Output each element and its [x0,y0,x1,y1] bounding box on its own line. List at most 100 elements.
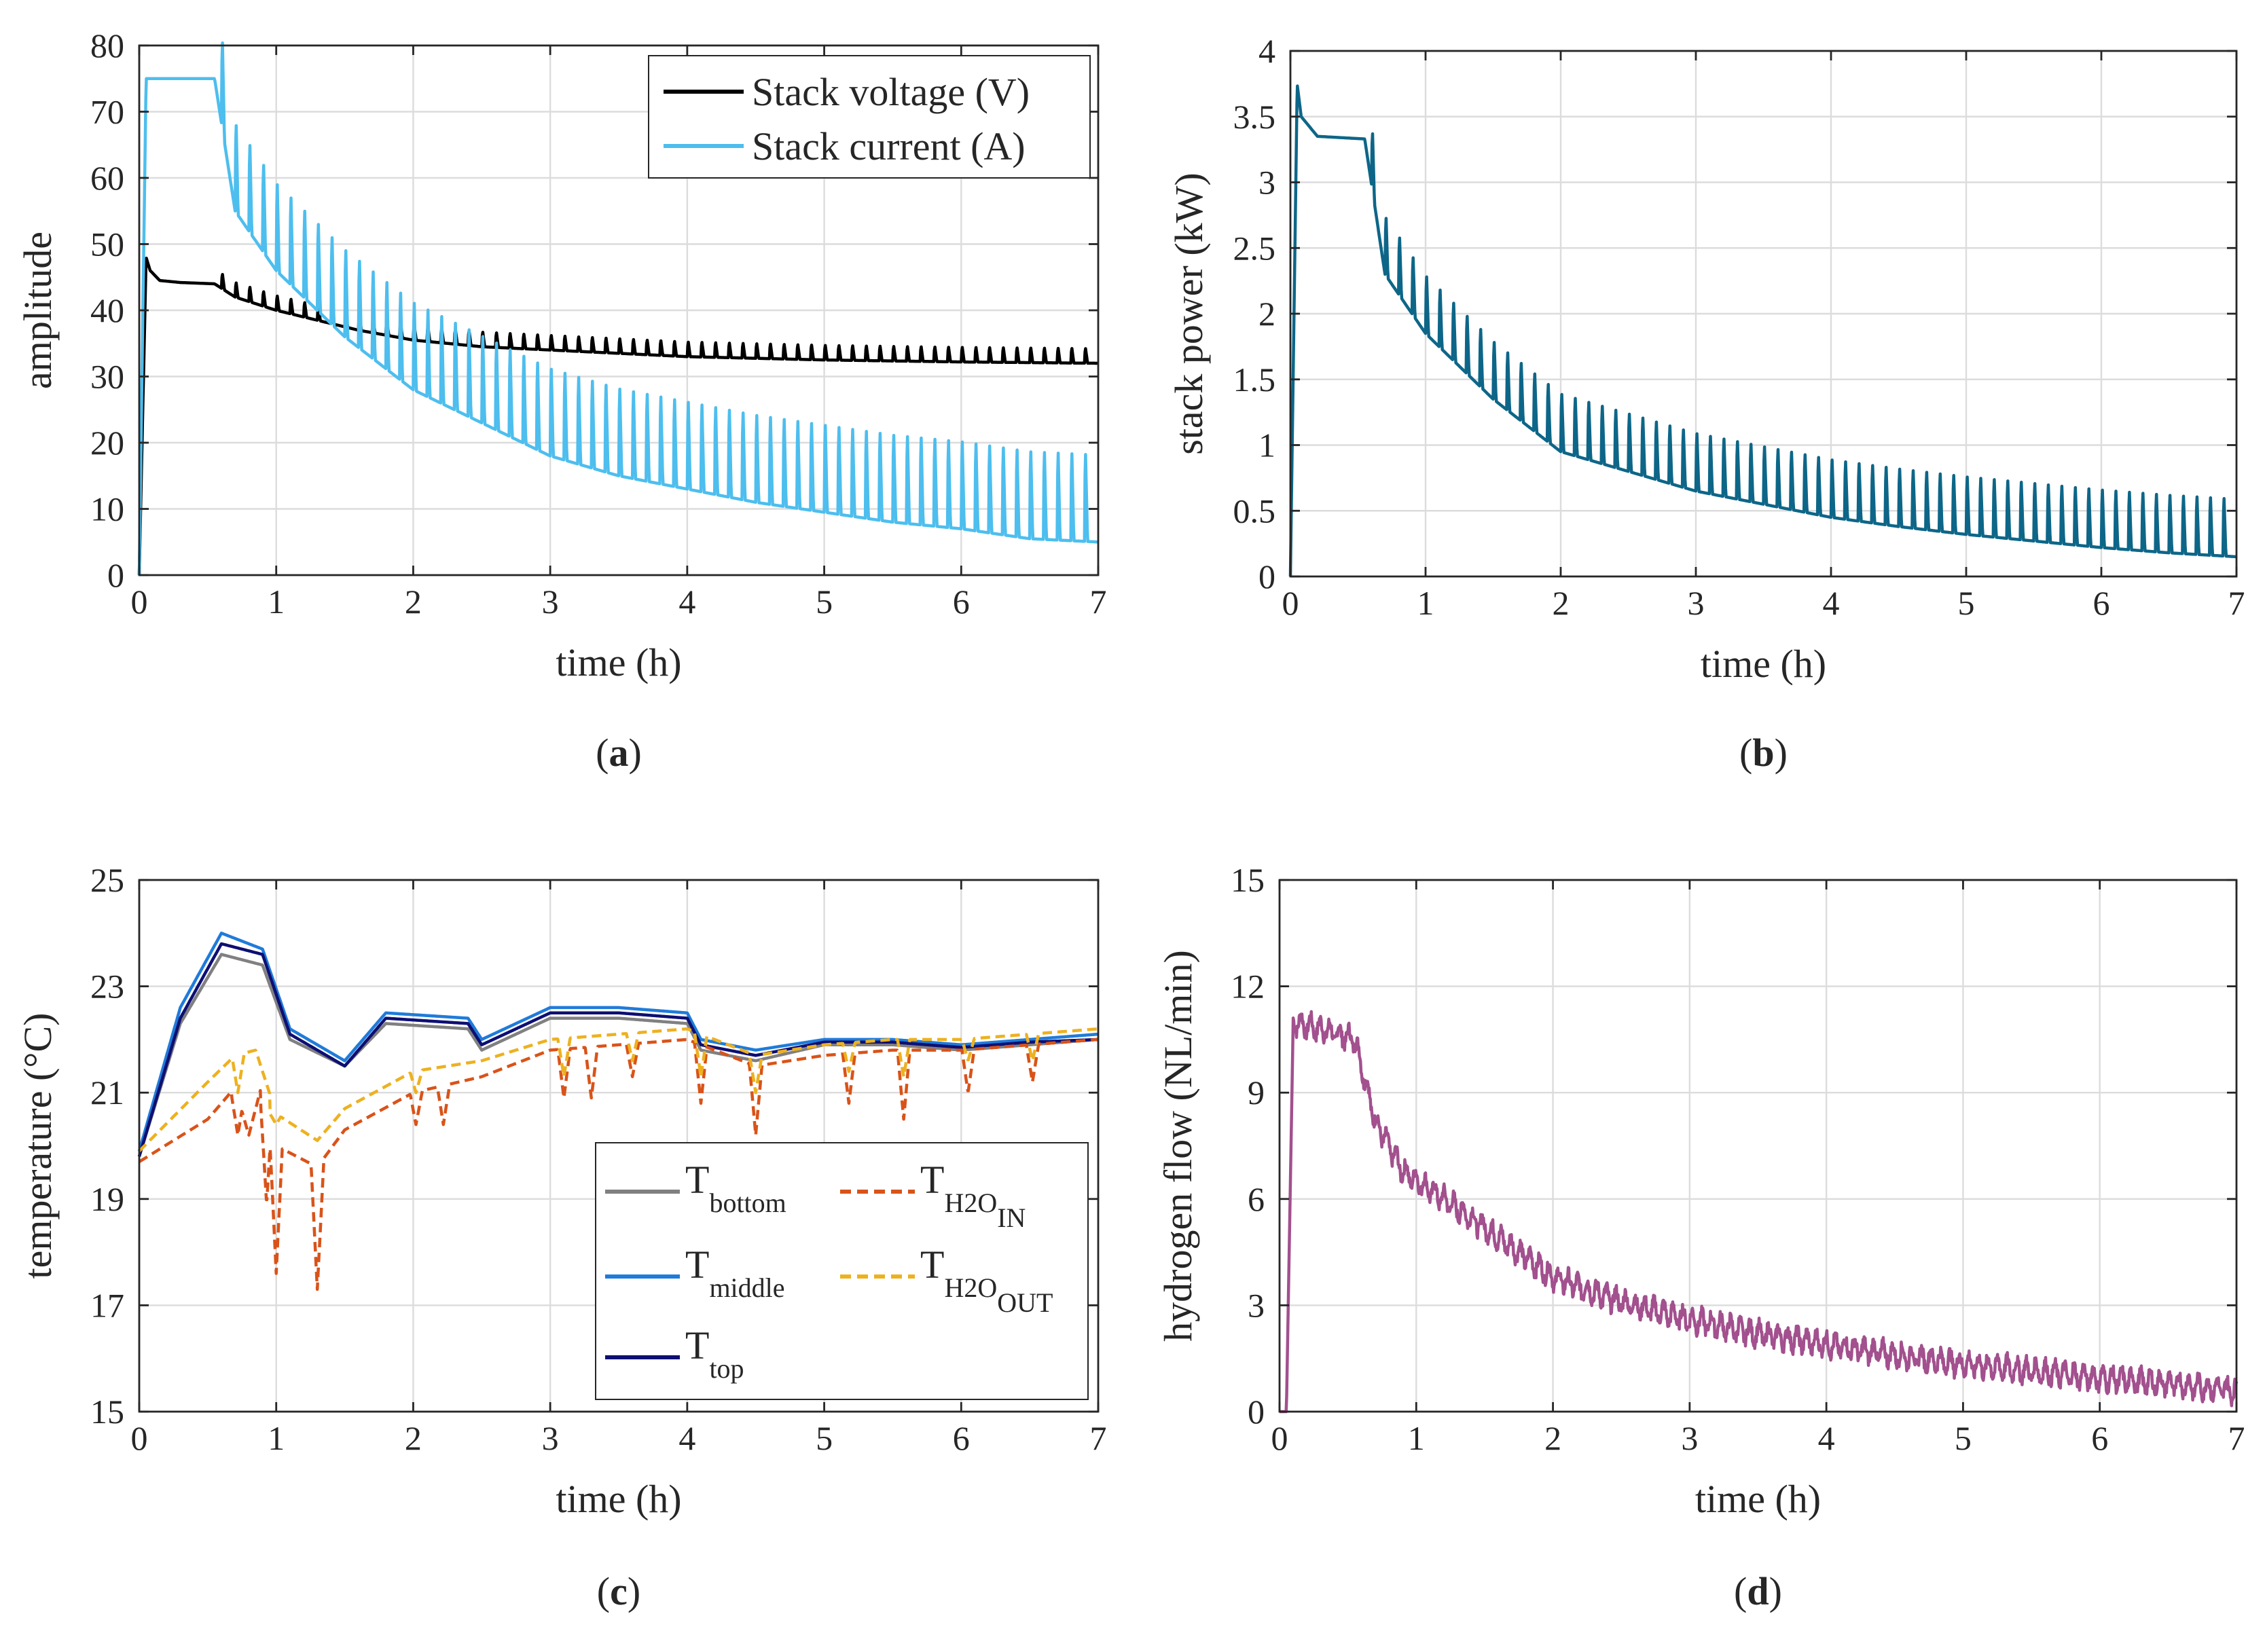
caption-letter: a [609,731,629,775]
x-tick-label: 4 [1823,584,1840,622]
x-axis-label: time (h) [1701,642,1826,686]
series-line-bottom [137,953,1100,1157]
x-tick-label: 5 [816,583,833,621]
y-tick-label: 4 [1258,32,1275,70]
y-tick-label: 10 [90,490,124,528]
panel-caption: (d) [1734,1569,1782,1613]
legend-main: T [920,1243,944,1287]
legend-subscript: H2O [944,1188,997,1218]
x-tick-label: 2 [405,1419,422,1457]
x-tick-label: 2 [1553,584,1570,622]
legend-subsubscript: OUT [997,1287,1053,1318]
legend-label: Stack current (A) [752,124,1026,168]
y-tick-label: 23 [90,968,124,1006]
y-axis-label: stack power (kW) [1167,172,1211,455]
x-axis-label: time (h) [556,1477,681,1521]
legend-main: T [685,1323,709,1368]
x-tick-label: 4 [1818,1419,1835,1457]
legend-box [648,55,1091,179]
series-line-h2o [138,1027,1100,1152]
caption-letter: d [1747,1569,1769,1613]
caption-paren: ) [1769,1569,1782,1613]
x-tick-label: 6 [2091,1419,2108,1457]
series-line-stack-voltage-v- [137,257,1100,576]
series-line-middle [137,932,1100,1152]
x-tick-label: 3 [542,1419,559,1457]
legend-label: Ttop [685,1323,744,1384]
x-axis-label: time (h) [1695,1477,1821,1521]
series-line-hydrogen-flow [1278,1010,2239,1414]
caption-paren: ) [1775,731,1788,775]
series-line-stack-current-a- [137,41,1100,576]
y-tick-label: 80 [90,26,124,65]
y-tick-label: 0 [107,556,124,594]
y-tick-label: 6 [1248,1180,1265,1218]
x-tick-label: 2 [1544,1419,1561,1457]
legend-subscript: bottom [709,1188,786,1218]
caption-paren: ) [629,731,642,775]
series-line-top [137,942,1100,1157]
y-tick-label: 12 [1231,968,1265,1006]
legend-main: T [920,1158,944,1202]
x-tick-label: 7 [2228,584,2245,622]
caption-paren: ( [1739,731,1752,775]
x-tick-label: 7 [1090,583,1107,621]
y-axis-label: hydrogen flow (NL/min) [1156,950,1200,1342]
legend-label: TH2OIN [920,1158,1026,1233]
x-tick-label: 4 [678,583,695,621]
caption-paren: ( [1734,1569,1747,1613]
y-tick-label: 15 [90,1393,124,1431]
x-tick-label: 1 [268,1419,285,1457]
y-tick-label: 0 [1258,557,1275,595]
legend-subscript: top [709,1353,744,1384]
legend-label: TH2OOUT [920,1243,1053,1318]
legend-main: T [685,1158,709,1202]
plot-frame [1278,879,2238,1413]
caption-letter: c [610,1569,628,1613]
y-tick-label: 60 [90,159,124,197]
panel-caption: (a) [596,731,642,775]
legend-label: Tbottom [685,1158,786,1218]
x-tick-label: 0 [1271,1419,1288,1457]
legend-subsubscript: IN [997,1203,1026,1233]
y-tick-label: 17 [90,1286,124,1324]
legend-label: Tmiddle [685,1243,785,1303]
x-tick-label: 4 [678,1419,695,1457]
y-tick-label: 30 [90,358,124,396]
y-tick-label: 21 [90,1073,124,1112]
plot-frame [138,879,1100,1413]
y-tick-label: 25 [90,861,124,899]
y-tick-label: 9 [1248,1073,1265,1112]
series-line-stack-power [1288,84,2238,577]
x-tick-label: 5 [816,1419,833,1457]
y-tick-label: 3 [1248,1286,1265,1324]
x-tick-label: 0 [131,583,148,621]
legend-subscript: middle [709,1272,784,1303]
x-tick-label: 6 [953,583,970,621]
legend-label: Stack voltage (V) [752,70,1030,114]
x-tick-label: 1 [268,583,285,621]
x-tick-label: 6 [2093,584,2110,622]
caption-paren: ( [597,1569,610,1613]
panel-caption: (c) [597,1569,640,1613]
y-tick-label: 19 [90,1180,124,1218]
caption-letter: b [1752,731,1774,775]
y-tick-label: 2.5 [1233,229,1276,267]
panel-b-stack-power: 0 1 2 3 4 5 6 7 0 0.5 1 1.5 2 2.5 3 3.5 4 time (h) stack p… [1167,32,2245,775]
x-tick-label: 3 [542,583,559,621]
y-tick-label: 1.5 [1233,361,1276,399]
y-tick-label: 50 [90,225,124,263]
x-axis-label: time (h) [556,640,681,684]
x-tick-label: 2 [405,583,422,621]
x-tick-label: 0 [131,1419,148,1457]
series-line-h2o [138,1038,1100,1291]
x-tick-label: 1 [1408,1419,1425,1457]
legend-subscript: H2O [944,1272,997,1303]
legend-box [595,1142,1089,1400]
x-tick-label: 0 [1282,584,1299,622]
y-tick-label: 3 [1258,164,1275,202]
y-tick-label: 15 [1231,861,1265,899]
